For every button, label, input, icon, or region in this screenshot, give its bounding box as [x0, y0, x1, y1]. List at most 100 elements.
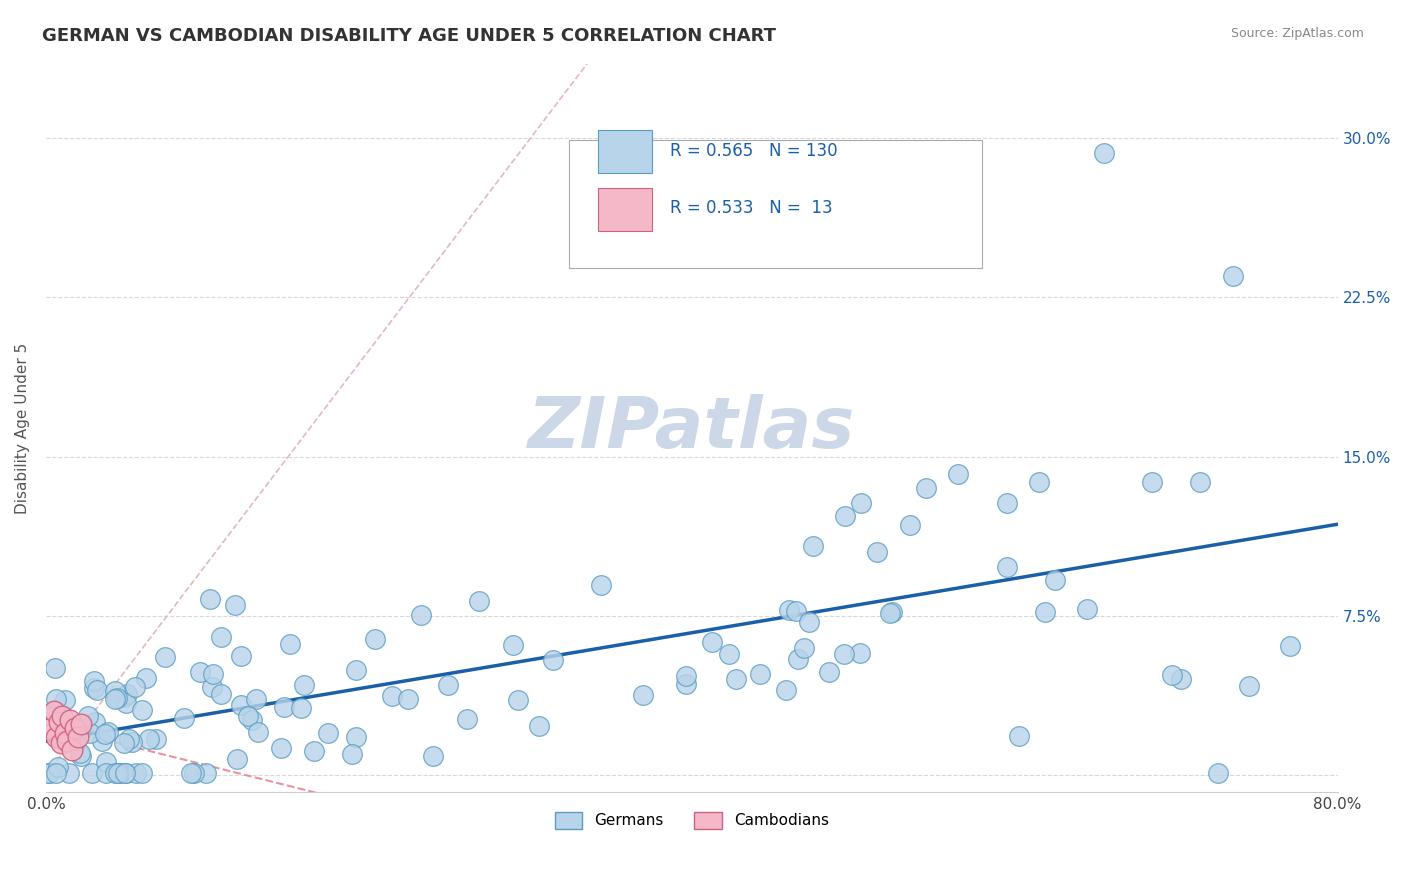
Point [915, 482, 938, 496]
Point [785, 604, 807, 618]
Point [66, 723, 89, 738]
Point [273, 700, 295, 714]
Point [834, 509, 856, 524]
Point [675, 677, 697, 691]
Point [209, 687, 232, 701]
Point [1160, 667, 1182, 681]
Point [775, 683, 797, 698]
Point [422, 748, 444, 763]
Point [1043, 573, 1066, 587]
Point [226, 752, 249, 766]
Point [717, 647, 740, 661]
FancyBboxPatch shape [569, 140, 983, 268]
Point [39, 721, 62, 735]
Point [292, 677, 315, 691]
Point [1222, 269, 1244, 284]
Point [1140, 475, 1163, 489]
Point [42, 704, 65, 718]
Point [45, 730, 67, 744]
Point [787, 652, 810, 666]
Text: GERMAN VS CAMBODIAN DISABILITY AGE UNDER 5 CORRELATION CHART: GERMAN VS CAMBODIAN DISABILITY AGE UNDER… [42, 27, 776, 45]
Point [344, 663, 367, 677]
Bar [598, 188, 652, 232]
Text: ZIPatlas: ZIPatlas [529, 393, 855, 463]
Point [38, 765, 60, 780]
Point [224, 598, 246, 612]
Point [702, 635, 724, 649]
Point [1279, 639, 1302, 653]
Point [278, 637, 301, 651]
Point [1189, 475, 1212, 489]
Point [59, 713, 82, 727]
Point [1092, 146, 1115, 161]
Text: R = 0.533   N =  13: R = 0.533 N = 13 [669, 199, 832, 217]
Legend: Germans, Cambodians: Germans, Cambodians [548, 805, 835, 835]
Point [86, 682, 108, 697]
Point [194, 765, 217, 780]
Point [793, 640, 815, 655]
Point [995, 496, 1018, 510]
Text: R = 0.565   N = 130: R = 0.565 N = 130 [669, 143, 838, 161]
Point [45, 692, 67, 706]
Point [173, 711, 195, 725]
Point [83, 674, 105, 689]
Point [456, 712, 478, 726]
Bar [598, 129, 652, 173]
Point [104, 691, 127, 706]
Point [131, 765, 153, 780]
Point [115, 696, 138, 710]
Point [76, 708, 98, 723]
Point [104, 684, 127, 698]
Point [1170, 672, 1192, 686]
Point [849, 647, 872, 661]
Point [58, 765, 80, 780]
Point [778, 603, 800, 617]
Point [209, 630, 232, 644]
Point [201, 681, 224, 695]
Point [125, 765, 148, 780]
Point [107, 765, 129, 780]
Point [114, 765, 136, 780]
Point [97, 725, 120, 739]
Point [135, 671, 157, 685]
Point [69, 748, 91, 763]
Point [437, 678, 460, 692]
Point [832, 647, 855, 661]
Point [240, 713, 263, 727]
Point [180, 765, 202, 780]
Point [112, 736, 135, 750]
Point [304, 744, 326, 758]
Point [231, 698, 253, 712]
Point [198, 591, 221, 606]
Point [1007, 729, 1029, 743]
Point [56, 734, 79, 748]
Point [121, 735, 143, 749]
Point [69, 746, 91, 760]
Point [188, 665, 211, 680]
Point [124, 680, 146, 694]
Point [749, 667, 772, 681]
Point [94, 765, 117, 780]
Point [851, 496, 873, 510]
Point [589, 578, 612, 592]
Point [67, 730, 90, 744]
Point [229, 649, 252, 664]
Point [236, 709, 259, 723]
Point [91, 734, 114, 748]
Point [948, 467, 970, 481]
Point [38, 765, 60, 780]
Point [201, 667, 224, 681]
Point [396, 691, 419, 706]
Point [344, 731, 367, 745]
Point [270, 740, 292, 755]
Point [44, 661, 66, 675]
Point [48, 760, 70, 774]
Point [1033, 606, 1056, 620]
Point [799, 615, 821, 630]
Point [818, 665, 841, 679]
Point [675, 669, 697, 683]
Point [42, 704, 65, 718]
Point [541, 653, 564, 667]
Point [83, 681, 105, 695]
Point [898, 517, 921, 532]
